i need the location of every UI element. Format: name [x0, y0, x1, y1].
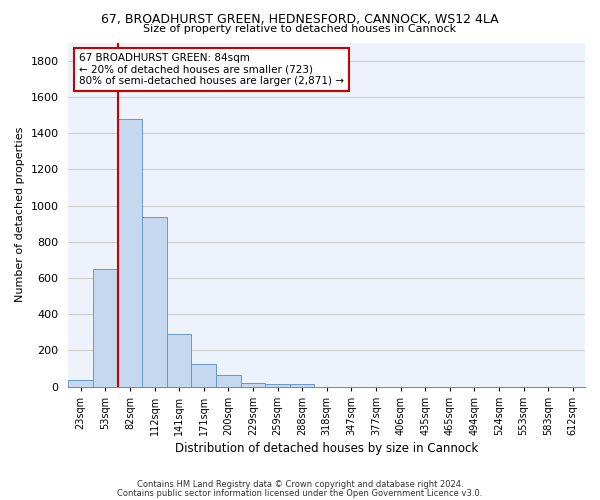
Bar: [68, 380, 93, 386]
Text: Size of property relative to detached houses in Cannock: Size of property relative to detached ho…: [143, 24, 457, 34]
Bar: [265, 384, 290, 386]
Bar: [191, 364, 216, 386]
Text: 67 BROADHURST GREEN: 84sqm
← 20% of detached houses are smaller (723)
80% of sem: 67 BROADHURST GREEN: 84sqm ← 20% of deta…: [79, 53, 344, 86]
Bar: [216, 376, 241, 386]
X-axis label: Distribution of detached houses by size in Cannock: Distribution of detached houses by size …: [175, 442, 478, 455]
Text: 67, BROADHURST GREEN, HEDNESFORD, CANNOCK, WS12 4LA: 67, BROADHURST GREEN, HEDNESFORD, CANNOC…: [101, 12, 499, 26]
Bar: [142, 218, 167, 386]
Bar: [241, 382, 265, 386]
Text: Contains public sector information licensed under the Open Government Licence v3: Contains public sector information licen…: [118, 488, 482, 498]
Bar: [93, 269, 118, 386]
Text: Contains HM Land Registry data © Crown copyright and database right 2024.: Contains HM Land Registry data © Crown c…: [137, 480, 463, 489]
Bar: [290, 384, 314, 386]
Bar: [118, 118, 142, 386]
Bar: [167, 334, 191, 386]
Y-axis label: Number of detached properties: Number of detached properties: [15, 127, 25, 302]
